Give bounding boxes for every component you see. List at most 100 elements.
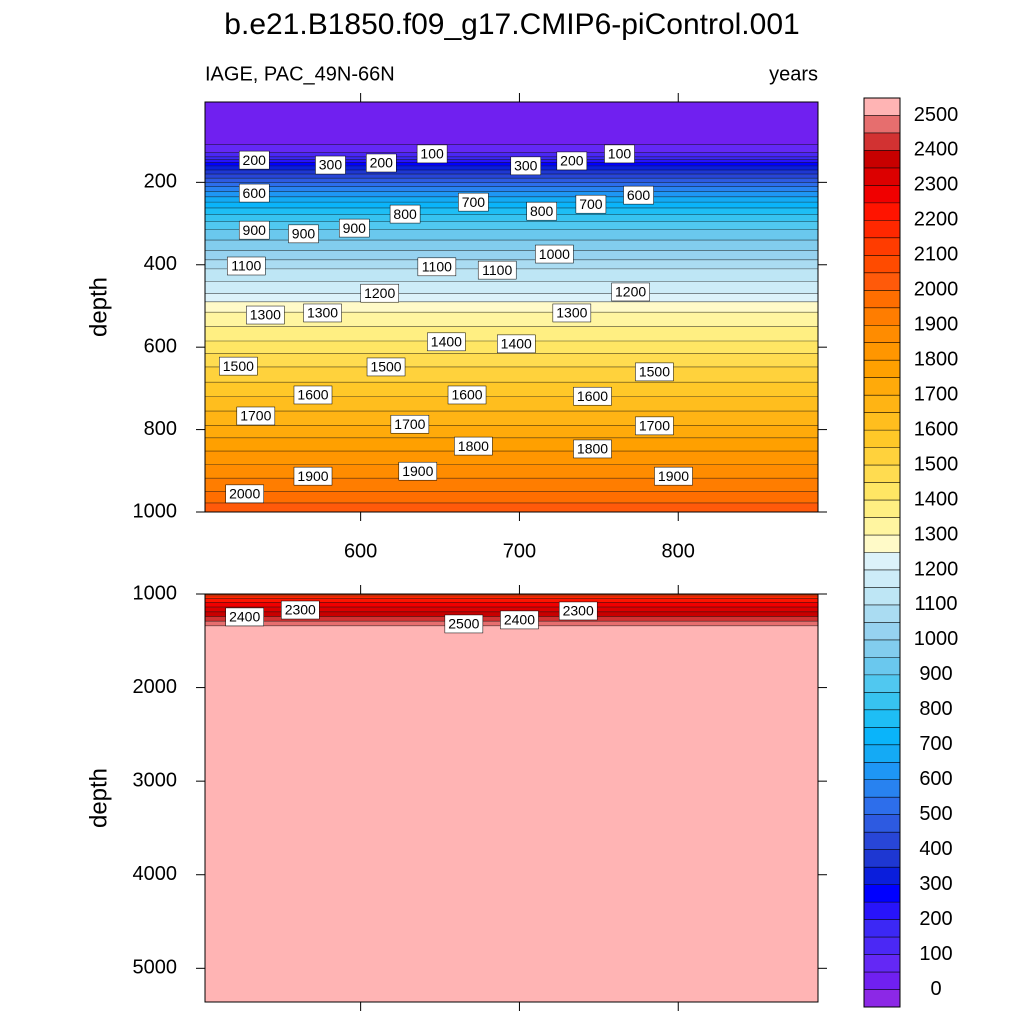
contour-band — [205, 596, 818, 599]
y-tick-label: 5000 — [133, 957, 178, 979]
colorbar-box — [864, 203, 900, 220]
contour-band — [205, 186, 818, 191]
colorbar-label: 500 — [919, 803, 952, 825]
colorbar-box — [864, 675, 900, 692]
colorbar-box — [864, 378, 900, 395]
colorbar-box — [864, 587, 900, 604]
contour-label: 700 — [462, 194, 486, 210]
colorbar-box — [864, 500, 900, 517]
contour-label: 200 — [370, 155, 394, 171]
contour-band — [205, 178, 818, 182]
colorbar-label: 1300 — [914, 523, 959, 545]
contour-band — [205, 102, 818, 144]
colorbar-label: 0 — [930, 978, 941, 1000]
figure-title: b.e21.B1850.f09_g17.CMIP6-piControl.001 — [224, 8, 799, 41]
colorbar-label: 1900 — [914, 314, 959, 336]
contour-band — [205, 197, 818, 202]
colorbar-box — [864, 430, 900, 447]
colorbar-box — [864, 98, 900, 115]
colorbar-label: 1700 — [914, 383, 959, 405]
contour-label: 1900 — [297, 468, 328, 484]
contour-label: 2400 — [229, 609, 260, 625]
colorbar-label: 1200 — [914, 558, 959, 580]
colorbar-label: 300 — [919, 873, 952, 895]
contour-band — [205, 214, 818, 221]
colorbar-label: 2200 — [914, 209, 959, 231]
contour-label: 1500 — [639, 364, 670, 380]
colorbar-box — [864, 220, 900, 237]
colorbar-box — [864, 832, 900, 849]
contour-band — [205, 491, 818, 503]
y-tick-label: 800 — [144, 418, 177, 440]
x-tick-label: 800 — [662, 540, 695, 562]
contour-band — [205, 626, 818, 1002]
y-axis-label: depth — [85, 768, 112, 828]
contour-label: 700 — [579, 196, 603, 212]
colorbar-box — [864, 570, 900, 587]
y-tick-label: 3000 — [133, 769, 178, 791]
colorbar-label: 200 — [919, 908, 952, 930]
contour-label: 1600 — [451, 387, 482, 403]
contour-label: 1700 — [240, 408, 271, 424]
contour-label: 600 — [627, 187, 651, 203]
colorbar-box — [864, 360, 900, 377]
colorbar-box — [864, 465, 900, 482]
colorbar-label: 2000 — [914, 279, 959, 301]
colorbar-box — [864, 343, 900, 360]
colorbar-box — [864, 518, 900, 535]
colorbar-box — [864, 553, 900, 570]
contour-label: 1100 — [482, 262, 512, 278]
contour-label: 2400 — [504, 612, 535, 628]
colorbar-box — [864, 308, 900, 325]
colorbar-box — [864, 710, 900, 727]
contour-label: 1300 — [556, 305, 587, 321]
colorbar-box — [864, 535, 900, 552]
colorbar-label: 1500 — [914, 453, 959, 475]
y-tick-label: 4000 — [133, 863, 178, 885]
contour-band — [205, 191, 818, 196]
contour-label: 1700 — [394, 416, 425, 432]
colorbar-box — [864, 920, 900, 937]
colorbar-label: 1400 — [914, 488, 959, 510]
contour-band — [205, 153, 818, 157]
colorbar-box — [864, 255, 900, 272]
contour-label: 1500 — [223, 358, 254, 374]
contour-label: 2300 — [285, 602, 316, 618]
colorbar-box — [864, 972, 900, 989]
colorbar-box — [864, 185, 900, 202]
contour-band — [205, 503, 818, 512]
colorbar-box — [864, 937, 900, 954]
contour-label: 1300 — [307, 305, 338, 321]
contour-label: 100 — [420, 146, 444, 162]
contour-band — [205, 353, 818, 367]
contour-label: 1300 — [250, 307, 281, 323]
colorbar-box — [864, 867, 900, 884]
colorbar-label: 400 — [919, 838, 952, 860]
contour-label: 1400 — [501, 336, 532, 352]
y-tick-label: 1000 — [133, 582, 178, 604]
contour-label: 2000 — [229, 486, 260, 502]
contour-label: 800 — [393, 206, 417, 222]
colorbar-label: 100 — [919, 943, 952, 965]
colorbar-box — [864, 115, 900, 132]
colorbar-box — [864, 815, 900, 832]
contour-label: 600 — [243, 185, 267, 201]
contour-label: 1000 — [539, 246, 570, 262]
contour-band — [205, 208, 818, 215]
contour-label: 1600 — [297, 387, 328, 403]
contour-label: 1700 — [639, 418, 670, 434]
contour-band — [205, 312, 818, 326]
contour-band — [205, 425, 818, 437]
contour-band — [205, 281, 818, 293]
colorbar-box — [864, 605, 900, 622]
colorbar-label: 800 — [919, 698, 952, 720]
colorbar-label: 1600 — [914, 418, 959, 440]
contour-label: 300 — [514, 158, 538, 174]
contour-label: 2500 — [448, 616, 479, 632]
contour-band — [205, 367, 818, 382]
colorbar-box — [864, 780, 900, 797]
colorbar-box — [864, 168, 900, 185]
